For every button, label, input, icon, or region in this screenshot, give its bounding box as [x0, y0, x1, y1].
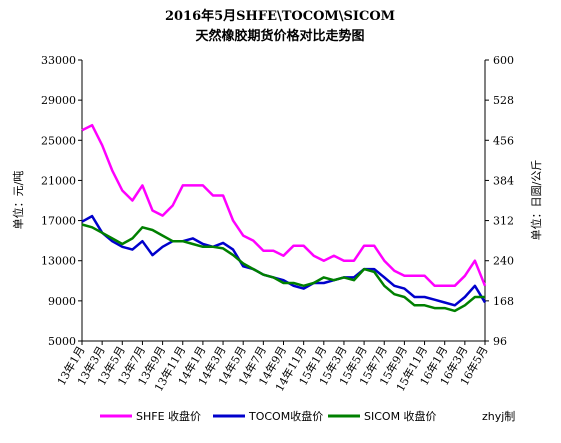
- credit: zhyj制: [482, 410, 515, 423]
- y-tick-label: 13000: [41, 255, 76, 268]
- y2-tick-label: 384: [493, 174, 514, 187]
- y-tick-label: 33000: [41, 54, 76, 67]
- y-axis-label: 单位：元/吨: [11, 171, 25, 230]
- legend-label: TOCOM收盘价: [248, 409, 323, 423]
- y-tick-label: 9000: [48, 295, 76, 308]
- y2-tick-label: 240: [493, 255, 514, 268]
- y-tick-label: 5000: [48, 335, 76, 348]
- series-line: [81, 123, 487, 288]
- chart-title: 2016年5月SHFE\TOCOM\SICOM: [165, 8, 395, 24]
- chart-subtitle: 天然橡胶期货价格对比走势图: [195, 28, 364, 44]
- series-line: [81, 214, 487, 307]
- y2-tick-label: 168: [493, 295, 514, 308]
- y2-axis-label: 单位：日圆/公斤: [529, 160, 543, 241]
- series-line: [81, 223, 485, 313]
- legend-label: SHFE 收盘价: [136, 409, 201, 423]
- y-tick-label: 25000: [41, 134, 76, 147]
- y-tick-label: 17000: [41, 215, 76, 228]
- y2-tick-label: 600: [493, 54, 514, 67]
- y2-tick-label: 96: [493, 335, 507, 348]
- y2-tick-label: 456: [493, 134, 514, 147]
- legend-label: SICOM 收盘价: [364, 409, 437, 423]
- y2-tick-label: 528: [493, 94, 514, 107]
- y-tick-label: 21000: [41, 174, 76, 187]
- y2-tick-label: 312: [493, 215, 514, 228]
- y-tick-label: 29000: [41, 94, 76, 107]
